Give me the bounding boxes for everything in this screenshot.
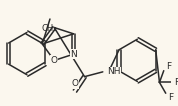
Text: N: N — [70, 50, 77, 59]
Text: CH₃: CH₃ — [41, 24, 57, 33]
Text: F: F — [174, 78, 178, 87]
Text: NH: NH — [107, 67, 120, 76]
Text: F: F — [166, 62, 171, 71]
Text: O: O — [71, 79, 78, 88]
Text: O: O — [51, 56, 58, 65]
Text: F: F — [168, 93, 173, 102]
